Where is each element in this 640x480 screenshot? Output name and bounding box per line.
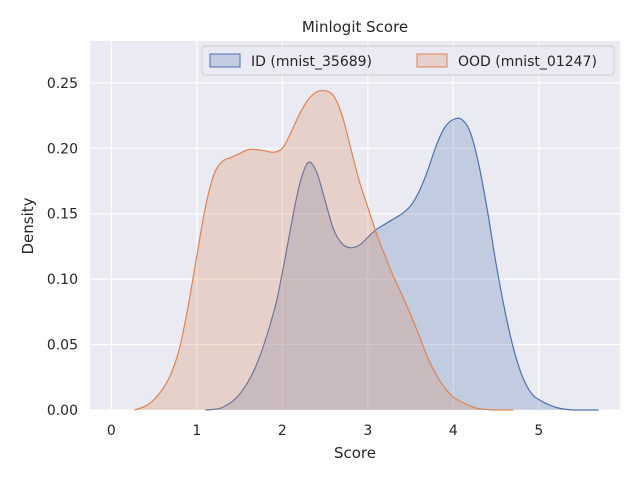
x-tick-label: 2 [278, 423, 287, 439]
x-tick-label: 4 [449, 423, 458, 439]
x-tick-label: 5 [534, 423, 543, 439]
density-line-id [205, 117, 599, 411]
y-tick-label: 0.05 [47, 338, 78, 354]
legend-label-id: ID (mnist_35689) [251, 54, 372, 70]
plot-area [90, 41, 620, 410]
legend: ID (mnist_35689) OOD (mnist_01247) [201, 45, 615, 76]
x-tick-label: 3 [363, 423, 372, 439]
y-axis-label: Density [19, 197, 37, 254]
x-axis-label: Score [334, 444, 376, 462]
y-tick-label: 0.10 [47, 272, 78, 288]
y-tick-label: 0.20 [47, 141, 78, 157]
y-tick-label: 0.00 [47, 403, 78, 419]
legend-label-ood: OOD (mnist_01247) [458, 54, 597, 70]
series-layer [134, 89, 599, 411]
chart-title: Minlogit Score [302, 18, 408, 36]
tick-labels: 0 1 2 3 4 5 0.00 0.05 0.10 0.15 0.20 0.25 [47, 76, 543, 439]
legend-swatch-ood [416, 53, 448, 68]
x-tick-label: 0 [107, 423, 116, 439]
legend-box [201, 45, 615, 76]
density-area-ood [134, 90, 514, 411]
x-tick-label: 1 [192, 423, 201, 439]
gridlines [90, 41, 620, 411]
density-line-ood [134, 89, 514, 411]
y-tick-label: 0.25 [47, 76, 78, 92]
density-area-id [205, 118, 599, 410]
y-tick-label: 0.15 [47, 207, 78, 223]
legend-swatch-id [209, 53, 241, 68]
